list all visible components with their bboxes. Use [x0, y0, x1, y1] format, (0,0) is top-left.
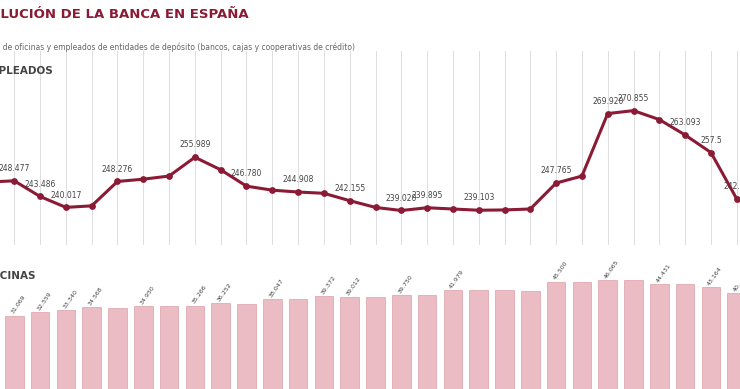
Text: 36.252: 36.252: [217, 282, 233, 303]
Text: 242.155: 242.155: [334, 184, 366, 193]
Bar: [82, 307, 101, 389]
Text: 40.: 40.: [733, 282, 740, 293]
Text: 39.012: 39.012: [346, 275, 362, 296]
Text: 41.979: 41.979: [449, 268, 465, 289]
Bar: [495, 290, 514, 389]
Bar: [599, 280, 617, 389]
Point: [421, 205, 433, 211]
Point: [34, 193, 46, 200]
Text: 46.065: 46.065: [604, 259, 620, 279]
Text: 247.765: 247.765: [540, 166, 572, 175]
Point: [447, 206, 459, 212]
Point: [473, 207, 485, 213]
Text: 45.500: 45.500: [552, 260, 568, 281]
Text: 33.340: 33.340: [61, 289, 78, 310]
Point: [628, 107, 639, 114]
Point: [266, 187, 278, 193]
Text: 32.559: 32.559: [36, 291, 53, 311]
Text: 244.908: 244.908: [283, 175, 314, 184]
Bar: [212, 303, 230, 389]
Point: [163, 173, 175, 179]
Bar: [702, 287, 720, 389]
Text: 44.431: 44.431: [655, 263, 672, 283]
Bar: [134, 307, 152, 389]
Text: 43.164: 43.164: [707, 266, 724, 286]
Point: [318, 190, 330, 196]
Point: [551, 180, 562, 186]
Text: 248.276: 248.276: [102, 165, 133, 173]
Bar: [443, 290, 462, 389]
Bar: [186, 306, 204, 389]
Bar: [650, 284, 669, 389]
Point: [679, 132, 691, 138]
Point: [215, 166, 226, 173]
Text: Número de oficinas y empleados de entidades de depósito (bancos, cajas y coopera: Número de oficinas y empleados de entida…: [0, 43, 355, 52]
Text: 263.093: 263.093: [670, 118, 701, 127]
Text: 255.989: 255.989: [179, 140, 211, 149]
Text: 35.266: 35.266: [191, 284, 207, 305]
Bar: [108, 308, 127, 389]
Text: 34.568: 34.568: [87, 286, 104, 307]
Point: [525, 206, 536, 212]
Bar: [238, 303, 256, 389]
Point: [369, 204, 381, 210]
Bar: [676, 284, 694, 389]
Bar: [5, 315, 24, 389]
Text: EMPLEADOS: EMPLEADOS: [0, 66, 53, 76]
Bar: [160, 307, 178, 389]
Bar: [625, 280, 643, 389]
Text: 242.72: 242.72: [724, 182, 740, 191]
Bar: [56, 310, 75, 389]
Text: EVOLUCIÓN DE LA BANCA EN ESPAÑA: EVOLUCIÓN DE LA BANCA EN ESPAÑA: [0, 8, 249, 21]
Text: 248.477: 248.477: [0, 164, 30, 173]
Bar: [521, 291, 539, 389]
Text: OFICINAS: OFICINAS: [0, 271, 36, 281]
Point: [189, 154, 201, 160]
Text: 34.950: 34.950: [139, 285, 155, 306]
Point: [705, 149, 717, 156]
Point: [86, 203, 98, 209]
Point: [138, 176, 149, 182]
Point: [653, 116, 665, 123]
Text: 239.103: 239.103: [463, 193, 494, 202]
Bar: [340, 297, 359, 389]
Text: 39.372: 39.372: [320, 274, 337, 295]
Point: [344, 198, 356, 204]
Bar: [289, 299, 307, 389]
Point: [240, 183, 252, 189]
Point: [395, 207, 407, 214]
Text: 240.017: 240.017: [50, 191, 81, 200]
Point: [292, 189, 304, 195]
Text: 38.047: 38.047: [268, 278, 285, 298]
Bar: [392, 295, 411, 389]
Text: 39.750: 39.750: [397, 274, 414, 294]
Text: 31.069: 31.069: [10, 294, 27, 315]
Point: [112, 178, 124, 184]
Point: [576, 173, 588, 179]
Text: 239.020: 239.020: [386, 194, 417, 203]
Bar: [263, 299, 282, 389]
Bar: [366, 297, 385, 389]
Text: 257.5: 257.5: [700, 136, 722, 145]
Text: 246.780: 246.780: [231, 169, 262, 178]
Text: 270.855: 270.855: [618, 94, 649, 103]
Bar: [418, 295, 437, 389]
Bar: [547, 282, 565, 389]
Point: [60, 204, 72, 210]
Point: [731, 196, 740, 202]
Text: 239.895: 239.895: [411, 191, 443, 200]
Point: [8, 178, 20, 184]
Point: [602, 110, 613, 117]
Bar: [314, 296, 333, 389]
Point: [499, 207, 511, 213]
Bar: [31, 312, 50, 389]
Bar: [469, 290, 488, 389]
Bar: [573, 282, 591, 389]
Bar: [727, 293, 740, 389]
Text: 269.920: 269.920: [592, 97, 623, 106]
Text: 243.486: 243.486: [24, 180, 56, 189]
